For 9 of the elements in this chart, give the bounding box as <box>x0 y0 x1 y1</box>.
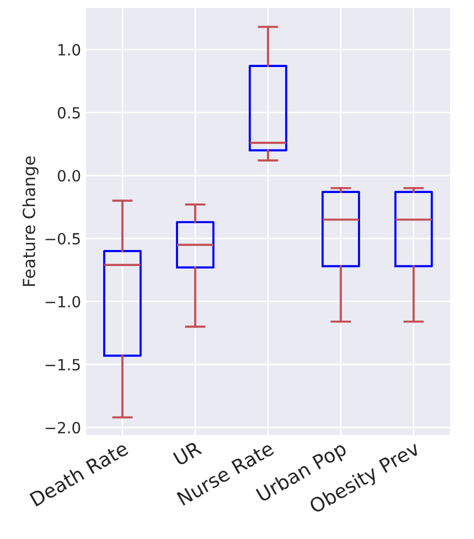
y-tick-label: −1.0 <box>46 296 80 308</box>
y-axis-title: Feature Change <box>22 156 38 286</box>
y-tick-label: 0.5 <box>58 107 80 119</box>
y-tick-label: −2.0 <box>46 422 80 434</box>
x-tick-label: UR <box>172 440 202 466</box>
y-tick-label: 0.0 <box>58 170 80 182</box>
y-tick-label: 1.0 <box>58 44 80 56</box>
y-tick-label: −1.5 <box>46 359 80 370</box>
y-tick-label: −0.5 <box>46 232 80 245</box>
